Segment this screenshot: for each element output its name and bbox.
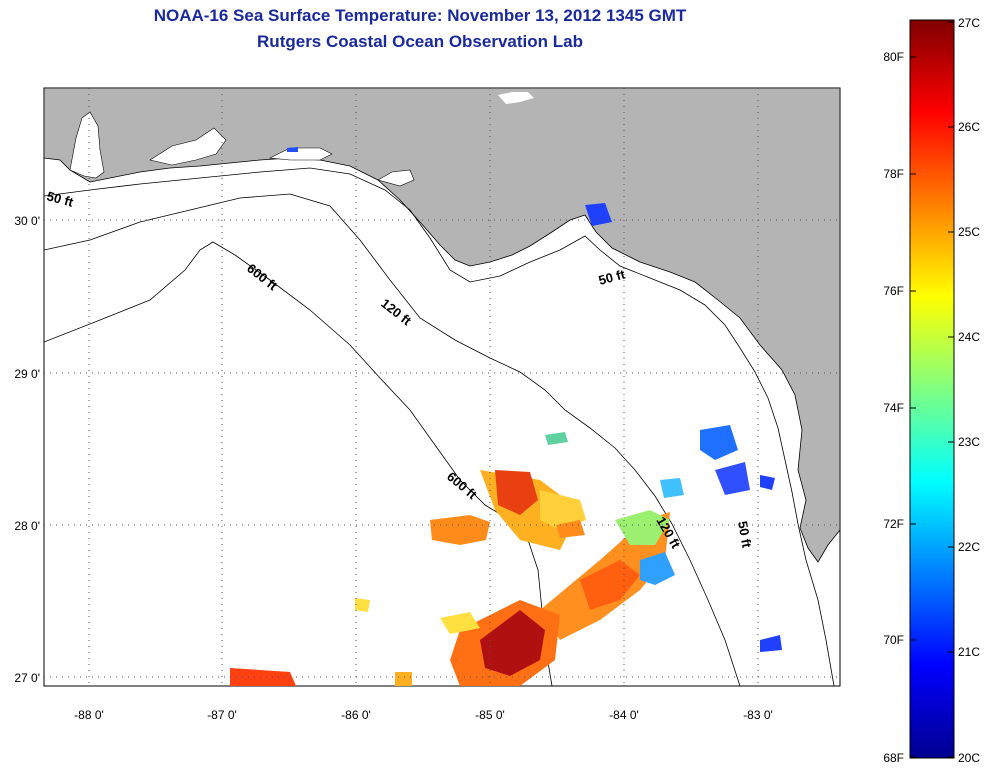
fahrenheit-label: 70F [883, 633, 904, 647]
map-subtitle: Rutgers Coastal Ocean Observation Lab [257, 32, 583, 51]
fahrenheit-label: 76F [883, 284, 904, 298]
lon-label: -87 0' [207, 708, 237, 722]
fahrenheit-label: 68F [883, 751, 904, 765]
lon-label: -85 0' [475, 708, 505, 722]
lon-label: -84 0' [609, 708, 639, 722]
bay [377, 169, 415, 187]
bay [149, 127, 227, 166]
celsius-label: 25C [958, 225, 980, 239]
contour-600ft [44, 241, 553, 686]
lat-label: 30 0' [14, 214, 40, 228]
celsius-label: 23C [958, 435, 980, 449]
celsius-label: 24C [958, 330, 980, 344]
celsius-label: 22C [958, 540, 980, 554]
lat-label: 28 0' [14, 519, 40, 533]
fahrenheit-label: 78F [883, 167, 904, 181]
land-mass [44, 88, 840, 563]
fahrenheit-label: 80F [883, 50, 904, 64]
contour-label: 50 ft [735, 520, 755, 550]
colorbar [909, 19, 955, 759]
contour-50ft-west [44, 167, 835, 686]
bay [498, 92, 534, 104]
lon-label: -83 0' [743, 708, 773, 722]
lat-label: 27 0' [14, 671, 40, 685]
contour-120ft [44, 193, 741, 686]
lon-label: -86 0' [341, 708, 371, 722]
map-title: NOAA-16 Sea Surface Temperature: Novembe… [153, 6, 687, 25]
bay [69, 111, 105, 179]
lon-label: -88 0' [74, 708, 104, 722]
celsius-label: 20C [958, 751, 980, 765]
celsius-label: 26C [958, 120, 980, 134]
contour-label: 50 ft [45, 188, 75, 210]
lat-label: 29 0' [14, 367, 40, 381]
fahrenheit-label: 74F [883, 401, 904, 415]
fahrenheit-label: 72F [883, 517, 904, 531]
celsius-label: 21C [958, 645, 980, 659]
contour-label: 50 ft [597, 266, 627, 288]
celsius-label: 27C [958, 16, 980, 30]
sst-data [230, 147, 782, 686]
